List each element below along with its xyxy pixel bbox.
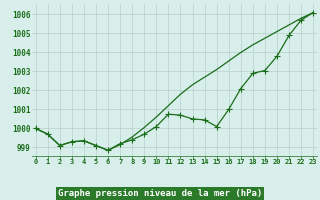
Text: Graphe pression niveau de la mer (hPa): Graphe pression niveau de la mer (hPa) <box>58 189 262 198</box>
